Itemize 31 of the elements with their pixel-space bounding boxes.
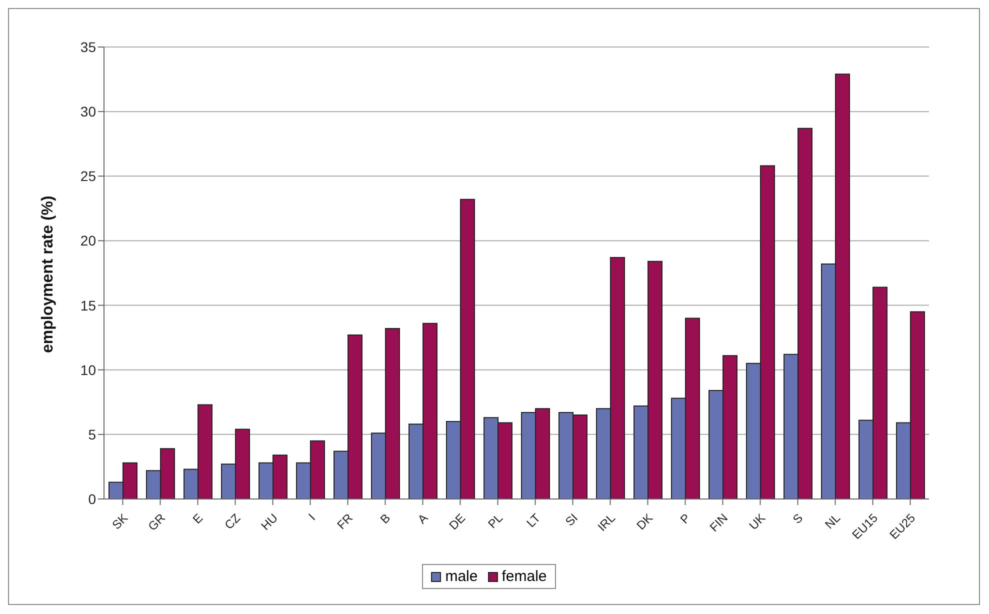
y-tick-label: 15: [80, 297, 96, 314]
y-tick-label: 25: [80, 168, 96, 184]
x-tick-label: SI: [562, 510, 581, 529]
x-tick-label: B: [377, 510, 394, 526]
x-tick-label: P: [677, 510, 694, 526]
x-tick-label: GR: [145, 510, 168, 534]
y-axis-title: employment rate (%): [40, 196, 57, 353]
legend-label: female: [502, 568, 547, 585]
x-tick-label: DK: [634, 510, 656, 533]
x-tick-label: FR: [334, 510, 356, 532]
y-tick-label: 35: [80, 38, 96, 55]
x-tick-label: FIN: [706, 510, 731, 534]
x-tick-label: I: [306, 510, 318, 524]
x-tick-label: PL: [485, 510, 506, 532]
x-tick-label: DE: [446, 510, 468, 533]
x-tick-label: CZ: [222, 510, 244, 532]
x-tick-label: IRL: [594, 510, 618, 534]
x-tick-label: E: [190, 510, 206, 526]
x-tick-label: NL: [822, 510, 844, 532]
x-tick-label: SK: [109, 510, 131, 532]
x-tick-label: S: [790, 510, 806, 526]
y-tick-label: 30: [80, 104, 96, 120]
y-tick-label: 0: [88, 490, 96, 507]
x-tick-label: HU: [258, 510, 281, 534]
x-tick-label: UK: [746, 510, 768, 533]
legend-label: male: [445, 568, 478, 585]
x-tick-label: A: [414, 510, 431, 526]
x-tick-label: LT: [524, 510, 544, 530]
y-tick-label: 10: [80, 362, 96, 378]
y-tick-label: 20: [80, 232, 96, 249]
y-tick-label: 5: [88, 426, 96, 442]
